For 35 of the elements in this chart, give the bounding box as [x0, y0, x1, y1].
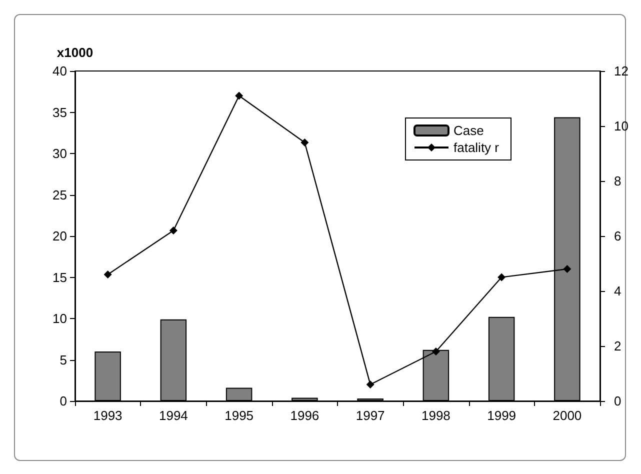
y-axis-title: x1000 — [56, 45, 94, 60]
x-tick-label: 2000 — [552, 408, 582, 423]
y-tick-label: 15 — [52, 270, 67, 285]
legend-label: fatality r — [453, 140, 500, 155]
x-tick-label: 1998 — [421, 408, 450, 423]
x-tick-label: 1997 — [356, 408, 385, 423]
y-tick-label: 40 — [52, 64, 67, 78]
point — [300, 138, 309, 146]
y2-tick-label: 6 — [614, 228, 622, 244]
x-tick-label: 1996 — [290, 408, 320, 423]
y2-tick-label: 8 — [614, 174, 622, 188]
y-tick-label: 25 — [52, 187, 67, 202]
legend-label: Case — [453, 123, 484, 138]
y-tick-label: 10 — [52, 311, 67, 326]
x-tick-label: 1999 — [487, 408, 516, 423]
point — [432, 348, 440, 356]
y-tick-label: 0 — [60, 394, 67, 408]
y2-tick-label: 12 — [614, 64, 628, 78]
y-tick-label: 20 — [52, 228, 67, 244]
point — [498, 273, 506, 282]
y2-tick-label: 4 — [614, 284, 622, 298]
point — [235, 92, 244, 100]
x-tick-label: 1995 — [224, 408, 254, 423]
y-tick-label: 35 — [52, 104, 67, 120]
x-tick-label: 1994 — [158, 408, 188, 423]
y-tick-label: 30 — [52, 146, 67, 161]
y2-tick-label: 10 — [614, 118, 628, 134]
y2-tick-label: 0 — [614, 394, 622, 408]
point — [563, 265, 572, 273]
point — [169, 226, 178, 234]
point — [104, 270, 112, 278]
point — [366, 380, 374, 388]
y2-tick-label: 2 — [614, 338, 622, 354]
x-tick-label: 1993 — [93, 408, 122, 423]
y-tick-label: 5 — [60, 352, 67, 368]
